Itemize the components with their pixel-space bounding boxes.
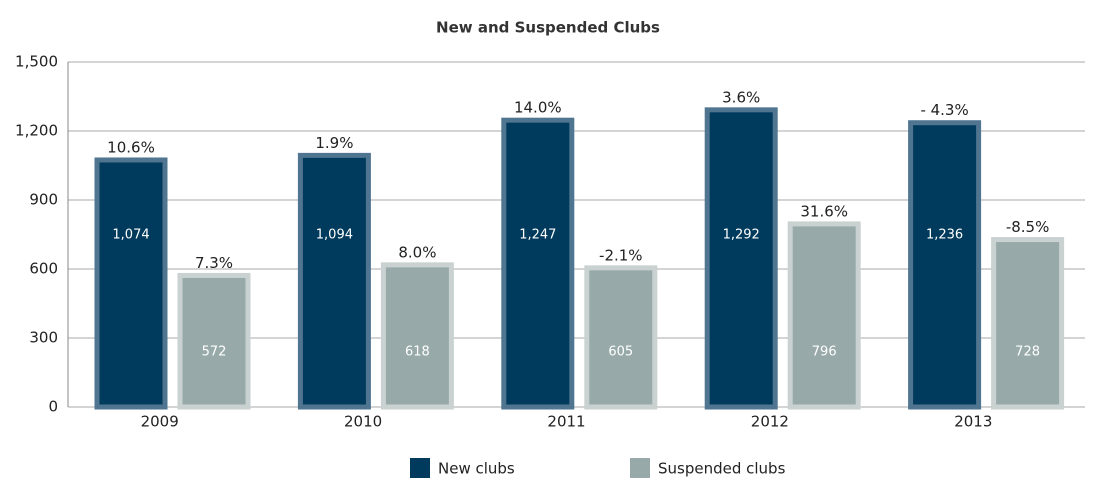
x-tick-label: 2010 [344,413,382,431]
change-label: 14.0% [514,99,562,117]
chart-title: New and Suspended Clubs [436,19,660,37]
legend-swatch [630,458,650,478]
bar [177,272,251,410]
value-label: 605 [608,345,633,360]
y-tick-label: 1,200 [15,122,58,140]
change-label: -8.5% [1006,218,1050,236]
bar [787,221,861,410]
value-label: 1,074 [112,228,149,243]
change-label: 10.6% [107,138,155,156]
bar [94,157,168,410]
change-label: 8.0% [398,243,436,261]
value-label: 1,236 [926,228,963,243]
value-label: 1,292 [723,228,760,243]
x-tick-label: 2009 [141,413,179,431]
bar [704,107,778,410]
value-label: 796 [812,345,837,360]
bar [501,117,575,410]
y-tick-label: 300 [29,329,58,347]
y-tick-label: 600 [29,260,58,278]
value-label: 728 [1015,345,1040,360]
change-label: 1.9% [315,134,353,152]
value-label: 572 [202,345,227,360]
bar [991,237,1065,410]
x-tick-label: 2013 [954,413,992,431]
legend-swatch [410,458,430,478]
bar [584,265,658,410]
y-tick-label: 1,500 [15,53,58,71]
change-label: 3.6% [722,88,760,106]
change-label: - 4.3% [920,101,968,119]
value-label: 1,094 [316,228,353,243]
bar [380,262,454,410]
value-label: 1,247 [519,228,556,243]
legend-label: Suspended clubs [658,460,786,478]
x-tick-label: 2011 [547,413,585,431]
value-label: 618 [405,345,430,360]
legend-label: New clubs [438,460,515,478]
x-tick-label: 2012 [751,413,789,431]
change-label: -2.1% [599,246,643,264]
bar [908,120,982,410]
y-tick-label: 0 [48,398,58,416]
change-label: 7.3% [195,254,233,272]
y-tick-label: 900 [29,191,58,209]
bar [297,152,371,410]
change-label: 31.6% [800,202,848,220]
